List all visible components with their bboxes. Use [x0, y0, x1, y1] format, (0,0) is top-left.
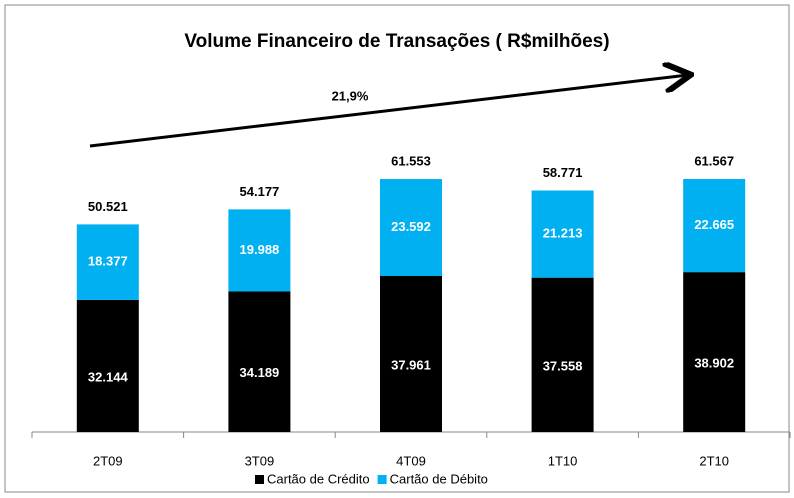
- x-tick-label: 2T10: [699, 453, 729, 468]
- legend-label: Cartão de Crédito: [267, 471, 370, 486]
- total-label: 54.177: [240, 184, 280, 199]
- value-label: 19.988: [240, 242, 280, 257]
- bar-segment: [228, 291, 291, 432]
- bar-segment: [380, 276, 442, 432]
- total-label: 61.553: [391, 153, 431, 168]
- x-tick-label: 1T10: [548, 453, 578, 468]
- x-tick-label: 4T09: [396, 453, 426, 468]
- total-label: 58.771: [543, 165, 583, 180]
- value-label: 18.377: [88, 254, 128, 269]
- growth-arrow: [89, 75, 688, 148]
- value-label: 22.665: [694, 217, 734, 232]
- value-label: 21.213: [543, 226, 583, 241]
- legend-swatch: [377, 475, 387, 484]
- value-label: 38.902: [694, 356, 734, 371]
- value-label: 34.189: [240, 365, 280, 380]
- chart-title: Volume Financeiro de Transações ( R$milh…: [184, 31, 609, 52]
- bar-segment: [531, 277, 594, 432]
- value-label: 37.961: [391, 357, 431, 372]
- total-label: 61.567: [694, 153, 734, 168]
- bar-segment: [76, 224, 139, 300]
- legend-swatch: [255, 475, 264, 484]
- x-tick-label: 3T09: [245, 453, 275, 468]
- value-label: 32.144: [88, 369, 129, 384]
- x-tick-label: 2T09: [93, 453, 123, 468]
- annotation: 21,9%: [332, 88, 369, 103]
- bar-segment: [380, 179, 442, 277]
- value-label: 23.592: [391, 219, 431, 234]
- bar-segment: [683, 179, 746, 273]
- legend-label: Cartão de Débito: [390, 471, 488, 486]
- bar-segment: [531, 190, 594, 278]
- bar-segment: [228, 209, 291, 292]
- value-label: 37.558: [543, 358, 583, 373]
- bar-segment: [683, 272, 746, 432]
- total-label: 50.521: [88, 199, 128, 214]
- bar-segment: [76, 299, 139, 432]
